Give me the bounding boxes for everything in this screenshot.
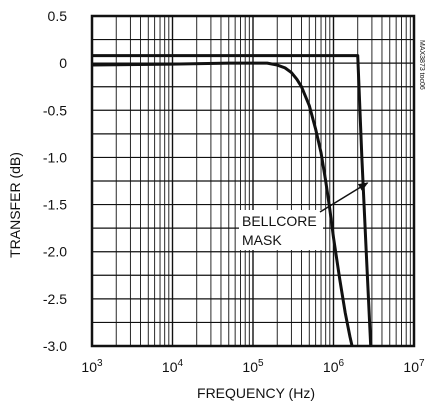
x-tick-labels: 103 104 105 106 107 [81,358,425,375]
series-group [91,54,373,347]
y-tick-label: -1.0 [43,149,67,165]
y-tick-label: 0.5 [48,8,68,24]
annotation-label-background [239,210,323,250]
annotation-line-2: MASK [242,232,282,248]
annotation-line-1: BELLCORE [242,213,317,229]
bellcore-mask-line [92,54,373,347]
x-tick-label: 107 [403,358,425,375]
plot-frame [90,14,416,348]
x-tick-label: 104 [162,358,184,375]
y-tick-label: -3.0 [43,338,67,354]
y-tick-label: -2.0 [43,244,67,260]
annotation-arrow [319,182,369,213]
bellcore-mask-annotation: BELLCORE MASK [239,182,369,250]
y-tick-label: 0 [59,55,67,71]
y-tick-label: -0.5 [43,102,67,118]
x-axis-label: FREQUENCY (Hz) [197,385,315,401]
y-axis-label: TRANSFER (dB) [7,152,23,258]
x-tick-label: 105 [242,358,264,375]
y-tick-label: -1.5 [43,197,67,213]
y-tick-labels: 0.5 0 -0.5 -1.0 -1.5 -2.0 -2.5 -3.0 [43,8,67,354]
x-tick-label: 106 [323,358,345,375]
response-curve [91,61,354,347]
watermark: MAX3873 toc06 [418,40,425,90]
x-tick-label: 103 [81,358,103,375]
y-tick-label: -2.5 [43,291,67,307]
